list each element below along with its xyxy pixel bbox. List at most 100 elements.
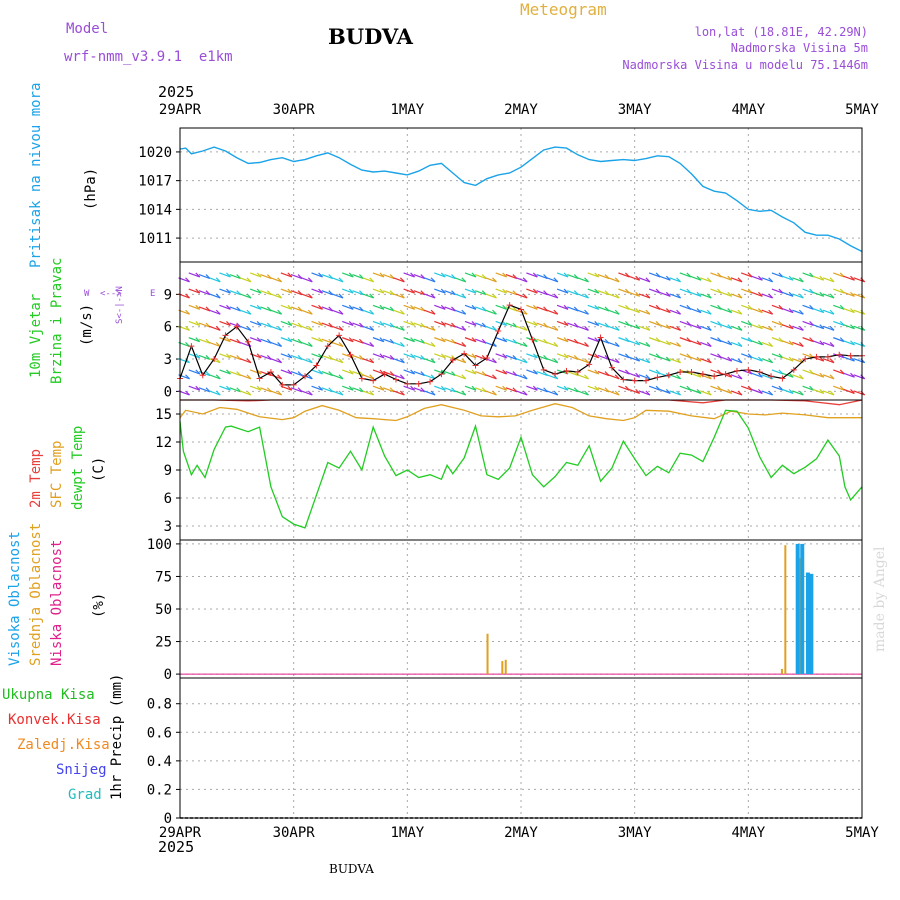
wind-barb [761, 293, 773, 299]
wind-speed-marker [279, 381, 286, 388]
wind-barb-head [338, 342, 344, 347]
wind-barb-head [798, 293, 804, 299]
wind-speed-marker [529, 336, 536, 343]
wind-barb [331, 277, 344, 283]
wind-barb [280, 320, 293, 327]
wind-barb [423, 358, 436, 364]
cloud-bar [809, 573, 814, 675]
wind-barb [802, 304, 814, 310]
wind-barb [290, 290, 303, 296]
wind-barb [771, 369, 784, 375]
temp-line-2 [179, 409, 863, 529]
wind-barb-head [706, 358, 712, 364]
x-tick-label-top: 2MAY [504, 102, 538, 118]
wind-barb [577, 390, 589, 396]
wind-barb [853, 390, 865, 396]
wind-barb-head [410, 288, 416, 294]
wind-barb [495, 353, 507, 359]
wind-barb-head [307, 342, 313, 347]
wind-barb-head [430, 358, 436, 364]
wind-barb [403, 320, 415, 327]
wind-barb [464, 304, 477, 310]
model-name: wrf-nmm_v3.9.1 e1km [64, 49, 233, 65]
wind-barb [577, 325, 589, 331]
wind-barb [833, 272, 845, 278]
wind-barb [393, 277, 405, 283]
wind-speed-marker [824, 353, 831, 360]
wind-barb [485, 325, 497, 331]
wind-barb [802, 337, 814, 343]
wind-barb [648, 304, 661, 310]
wind-barb [352, 306, 364, 312]
wind-barb [219, 353, 231, 359]
wind-barb [270, 341, 282, 348]
wind-barb-head [819, 308, 825, 313]
wind-barb [648, 385, 661, 391]
wind-barb-head [758, 275, 763, 281]
wind-barb-head [645, 277, 651, 283]
y-tick-label: 0 [164, 667, 172, 683]
wind-barb-head [768, 277, 774, 283]
wind-barb-head [369, 309, 375, 315]
wind-barb [362, 374, 374, 380]
wind-barb [720, 340, 732, 346]
wind-barb [321, 306, 333, 312]
wind-speed-marker [665, 372, 672, 379]
wind-barb-head [645, 374, 651, 380]
wind-barb-head [829, 374, 835, 380]
wind-barb-head [369, 325, 375, 331]
wind-barb [751, 388, 763, 394]
wind-barb [638, 374, 651, 380]
wind-barb [556, 353, 569, 359]
wind-barb-head [461, 277, 467, 283]
wind-barb [648, 288, 661, 294]
wind-speed-marker [199, 372, 206, 379]
wind-barb [188, 337, 200, 343]
wind-barb [362, 293, 374, 299]
wind-barb-head [348, 337, 354, 343]
x-tick-label-top: 3MAY [618, 102, 652, 118]
wind-barb-head [737, 325, 743, 331]
wind-barb [444, 338, 456, 344]
wind-barb [352, 371, 364, 377]
wind-barb-head [696, 291, 702, 297]
wind-barb [290, 306, 303, 312]
wind-barb-head [522, 325, 528, 331]
wind-barb-head [471, 288, 477, 294]
wind-barb [280, 369, 293, 375]
wind-barb-head [471, 304, 477, 310]
wind-barb-head [287, 369, 293, 375]
wind-barb [730, 277, 743, 283]
wind-barb [270, 390, 282, 396]
cloud-bar [784, 545, 787, 675]
wind-barb [311, 304, 323, 310]
wind-barb [434, 304, 446, 310]
wind-speed-marker [540, 366, 547, 373]
wind-barb [393, 390, 405, 396]
wind-barb [260, 338, 272, 344]
wind-barb [771, 353, 784, 359]
wind-barb-head [410, 369, 416, 375]
wind-speed-marker [552, 371, 559, 378]
wind-barb-head [758, 372, 763, 378]
wind-barb [771, 272, 784, 278]
wind-barb [679, 337, 692, 343]
wind-speed-marker [449, 357, 456, 364]
year-top: 2025 [158, 83, 195, 101]
wind-barb [771, 288, 784, 294]
wind-barb-head [461, 374, 467, 380]
wind-barb [475, 354, 487, 360]
wind-barb [413, 322, 426, 328]
wind-barb-head [246, 325, 252, 331]
wind-barb-head [532, 272, 538, 278]
wind-barb [833, 385, 845, 391]
wind-barb-head [614, 293, 620, 299]
wind-barb [843, 275, 855, 281]
wind-barb [802, 272, 814, 278]
wind-barb [311, 369, 323, 375]
wind-barb [812, 291, 825, 297]
y-tick-label: 1017 [138, 174, 172, 190]
wind-barb [833, 369, 845, 375]
wind-barb [434, 337, 446, 343]
